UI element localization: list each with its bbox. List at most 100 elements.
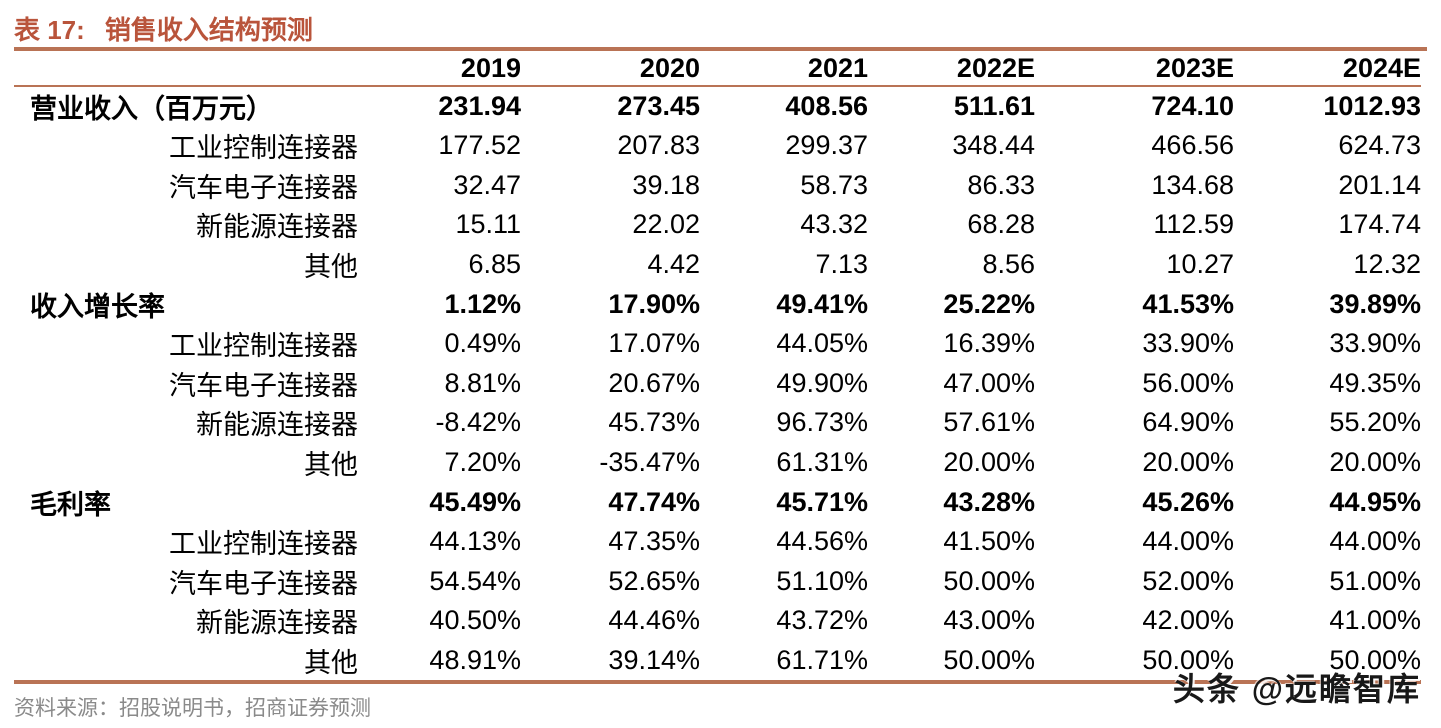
table-row: 其他 48.91% 39.14% 61.71% 50.00% 50.00% 50…	[14, 641, 1421, 682]
row-value: 17.07%	[608, 328, 700, 359]
row-value: 1012.93	[1323, 91, 1421, 121]
row-value: 61.31%	[776, 447, 868, 478]
row-value: 299.37	[785, 130, 868, 161]
row-value: 50.00%	[943, 644, 1035, 675]
row-value: 64.90%	[1142, 407, 1234, 438]
row-value: -8.42%	[435, 407, 521, 438]
table-row: 其他 7.20% -35.47% 61.31% 20.00% 20.00% 20…	[14, 443, 1421, 483]
forecast-table: 2019 2020 2021 2022E 2023E 2024E 营业收入（百万…	[14, 51, 1421, 684]
header-year-2024e: 2024E	[1234, 51, 1421, 87]
header-year-2020: 2020	[521, 51, 700, 87]
row-value: 33.90%	[1329, 328, 1421, 359]
row-label: 汽车电子连接器	[169, 568, 358, 599]
title-underline-rule	[14, 47, 1427, 51]
table-row: 汽车电子连接器 54.54% 52.65% 51.10% 50.00% 52.0…	[14, 562, 1421, 602]
row-value: 12.32	[1353, 249, 1421, 280]
row-value: 52.65%	[608, 565, 700, 596]
row-value: 45.49%	[429, 486, 521, 517]
row-value: 47.35%	[608, 526, 700, 557]
row-value: 44.95%	[1329, 486, 1421, 517]
row-value: 43.72%	[776, 605, 868, 636]
row-value: 724.10	[1151, 91, 1234, 121]
row-label: 新能源连接器	[196, 410, 358, 441]
row-value: 39.18	[632, 169, 700, 200]
row-value: 273.45	[617, 91, 700, 121]
row-value: 61.71%	[776, 644, 868, 675]
row-value: 96.73%	[776, 407, 868, 438]
row-value: 52.00%	[1142, 565, 1234, 596]
table-row: 营业收入（百万元） 231.94 273.45 408.56 511.61 72…	[14, 86, 1421, 126]
row-value: 44.00%	[1142, 526, 1234, 557]
row-value: 348.44	[952, 130, 1035, 161]
row-value: 16.39%	[943, 328, 1035, 359]
row-value: 51.00%	[1329, 565, 1421, 596]
header-label-cell	[14, 51, 362, 87]
row-value: 6.85	[468, 249, 521, 280]
row-label: 收入增长率	[30, 291, 165, 322]
row-value: 32.47	[453, 169, 521, 200]
row-value: 57.61%	[943, 407, 1035, 438]
row-value: 43.28%	[943, 486, 1035, 517]
row-value: 177.52	[438, 130, 521, 161]
row-value: 50.00%	[943, 565, 1035, 596]
row-value: 45.26%	[1142, 486, 1234, 517]
row-value: 43.32	[800, 209, 868, 240]
row-value: 4.42	[647, 249, 700, 280]
row-value: 20.00%	[943, 447, 1035, 478]
row-value: 41.00%	[1329, 605, 1421, 636]
row-value: 45.71%	[776, 486, 868, 517]
row-value: 58.73	[800, 169, 868, 200]
row-value: 466.56	[1151, 130, 1234, 161]
row-value: 8.81%	[444, 367, 521, 398]
row-value: 0.49%	[444, 328, 521, 359]
row-value: 10.27	[1166, 249, 1234, 280]
watermark: 头条 @远瞻智库	[1172, 671, 1421, 707]
row-value: 201.14	[1338, 169, 1421, 200]
row-label: 工业控制连接器	[169, 133, 358, 164]
header-year-2023e: 2023E	[1035, 51, 1234, 87]
row-value: 134.68	[1151, 169, 1234, 200]
row-value: 41.50%	[943, 526, 1035, 557]
row-value: 49.41%	[776, 288, 868, 319]
row-label: 汽车电子连接器	[169, 370, 358, 401]
row-value: 8.56	[982, 249, 1035, 280]
table-row: 汽车电子连接器 8.81% 20.67% 49.90% 47.00% 56.00…	[14, 364, 1421, 404]
row-value: 15.11	[455, 209, 521, 240]
row-value: 56.00%	[1142, 367, 1234, 398]
source-note: 资料来源：招股说明书，招商证券预测	[14, 697, 371, 720]
row-label: 汽车电子连接器	[169, 172, 358, 203]
row-value: 86.33	[967, 169, 1035, 200]
row-value: 39.89%	[1329, 288, 1421, 319]
row-value: 68.28	[967, 209, 1035, 240]
table-row: 汽车电子连接器 32.47 39.18 58.73 86.33 134.68 2…	[14, 166, 1421, 206]
row-label: 毛利率	[30, 489, 111, 520]
row-value: 33.90%	[1142, 328, 1234, 359]
row-value: 44.56%	[776, 526, 868, 557]
row-value: 22.02	[632, 209, 700, 240]
row-value: -35.47%	[599, 447, 700, 478]
row-value: 1.12%	[444, 288, 521, 319]
row-label: 其他	[304, 252, 358, 283]
table-row: 新能源连接器 40.50% 44.46% 43.72% 43.00% 42.00…	[14, 601, 1421, 641]
row-value: 231.94	[438, 91, 521, 121]
row-value: 47.74%	[608, 486, 700, 517]
row-value: 44.46%	[608, 605, 700, 636]
row-value: 49.90%	[776, 367, 868, 398]
row-value: 112.59	[1153, 209, 1234, 240]
header-year-2019: 2019	[362, 51, 521, 87]
row-value: 207.83	[617, 130, 700, 161]
row-value: 49.35%	[1329, 367, 1421, 398]
row-value: 20.00%	[1329, 447, 1421, 478]
table-header-row: 2019 2020 2021 2022E 2023E 2024E	[14, 51, 1421, 87]
row-value: 50.00%	[1329, 644, 1421, 675]
row-label: 工业控制连接器	[169, 331, 358, 362]
table-number: 表 17:	[14, 15, 85, 45]
row-value: 174.74	[1338, 209, 1421, 240]
row-value: 20.00%	[1142, 447, 1234, 478]
table-row: 新能源连接器 15.11 22.02 43.32 68.28 112.59 17…	[14, 205, 1421, 245]
row-label: 其他	[304, 647, 358, 678]
row-label: 其他	[304, 450, 358, 481]
row-value: 44.05%	[776, 328, 868, 359]
header-year-2021: 2021	[700, 51, 868, 87]
table-title-text: 销售收入结构预测	[104, 15, 313, 45]
